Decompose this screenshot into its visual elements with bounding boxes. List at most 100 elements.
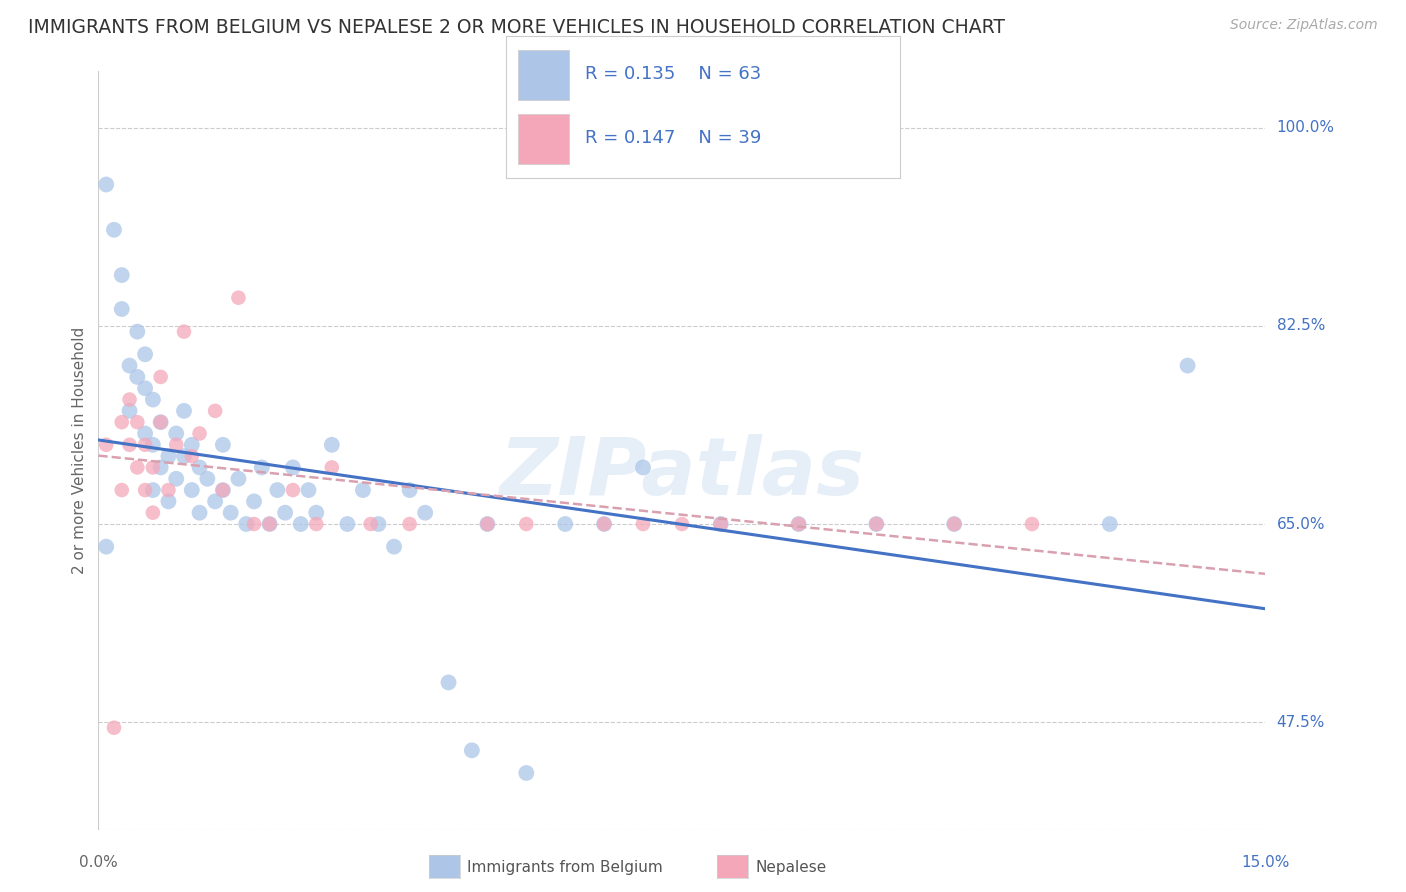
Point <box>96 438 118 452</box>
Point <box>127 370 149 384</box>
Point <box>134 483 156 497</box>
Point <box>180 483 202 497</box>
Point <box>149 415 172 429</box>
Point <box>360 516 382 531</box>
Point <box>593 516 616 531</box>
Point <box>382 540 405 554</box>
Point <box>321 460 343 475</box>
Point <box>943 516 966 531</box>
Point <box>149 370 172 384</box>
Point <box>336 516 359 531</box>
Point <box>367 516 389 531</box>
Point <box>554 516 576 531</box>
Bar <box>517 114 569 164</box>
Point <box>195 472 218 486</box>
Point <box>710 516 733 531</box>
Point <box>142 460 165 475</box>
Point <box>259 516 281 531</box>
Point <box>352 483 374 497</box>
Point <box>149 460 172 475</box>
Point <box>290 516 312 531</box>
Point <box>477 516 499 531</box>
Text: 15.0%: 15.0% <box>1241 855 1289 870</box>
Point <box>96 540 118 554</box>
Point <box>515 766 537 780</box>
Point <box>149 415 172 429</box>
Point <box>865 516 887 531</box>
Point <box>219 506 242 520</box>
Point <box>259 516 281 531</box>
Point <box>398 516 420 531</box>
Point <box>127 415 149 429</box>
Point <box>173 449 195 463</box>
Text: 100.0%: 100.0% <box>1277 120 1334 136</box>
Point <box>118 392 141 407</box>
Point <box>111 483 134 497</box>
Point <box>157 494 180 508</box>
Point <box>157 483 180 497</box>
Point <box>250 460 273 475</box>
Point <box>710 516 733 531</box>
Point <box>204 404 226 418</box>
Point <box>515 516 537 531</box>
Point <box>865 516 887 531</box>
Text: 65.0%: 65.0% <box>1277 516 1324 532</box>
Point <box>134 347 156 361</box>
Point <box>274 506 297 520</box>
Point <box>142 392 165 407</box>
Point <box>142 438 165 452</box>
Point <box>593 516 616 531</box>
Point <box>173 325 195 339</box>
Point <box>118 438 141 452</box>
Point <box>111 268 134 282</box>
Point <box>461 743 484 757</box>
Text: 0.0%: 0.0% <box>79 855 118 870</box>
Point <box>103 721 125 735</box>
Text: Source: ZipAtlas.com: Source: ZipAtlas.com <box>1230 18 1378 32</box>
Point <box>188 426 211 441</box>
Point <box>134 381 156 395</box>
Point <box>297 483 319 497</box>
Point <box>103 223 125 237</box>
Text: ZIPatlas: ZIPatlas <box>499 434 865 512</box>
Point <box>228 472 250 486</box>
Point <box>165 438 187 452</box>
Point <box>321 438 343 452</box>
Point <box>212 483 235 497</box>
Text: Nepalese: Nepalese <box>755 860 827 874</box>
Point <box>631 460 654 475</box>
Text: 82.5%: 82.5% <box>1277 318 1324 334</box>
Text: Immigrants from Belgium: Immigrants from Belgium <box>467 860 662 874</box>
Point <box>631 516 654 531</box>
Point <box>142 506 165 520</box>
Point <box>943 516 966 531</box>
Point <box>1021 516 1043 531</box>
Point <box>142 483 165 497</box>
Point <box>228 291 250 305</box>
Point <box>212 483 235 497</box>
Point <box>188 506 211 520</box>
Point <box>266 483 288 497</box>
Point <box>173 404 195 418</box>
Point <box>787 516 810 531</box>
Point <box>157 449 180 463</box>
Text: R = 0.147    N = 39: R = 0.147 N = 39 <box>585 129 761 147</box>
Point <box>235 516 257 531</box>
Point <box>212 438 235 452</box>
Point <box>188 460 211 475</box>
Point <box>134 438 156 452</box>
Point <box>477 516 499 531</box>
Point <box>1098 516 1121 531</box>
Text: R = 0.135    N = 63: R = 0.135 N = 63 <box>585 65 761 83</box>
Point <box>204 494 226 508</box>
Point <box>118 404 141 418</box>
Text: IMMIGRANTS FROM BELGIUM VS NEPALESE 2 OR MORE VEHICLES IN HOUSEHOLD CORRELATION : IMMIGRANTS FROM BELGIUM VS NEPALESE 2 OR… <box>28 18 1005 37</box>
Point <box>127 325 149 339</box>
Y-axis label: 2 or more Vehicles in Household: 2 or more Vehicles in Household <box>72 326 87 574</box>
Point <box>413 506 436 520</box>
Point <box>437 675 460 690</box>
Point <box>671 516 693 531</box>
Point <box>305 516 328 531</box>
Point <box>787 516 810 531</box>
Point <box>111 301 134 316</box>
